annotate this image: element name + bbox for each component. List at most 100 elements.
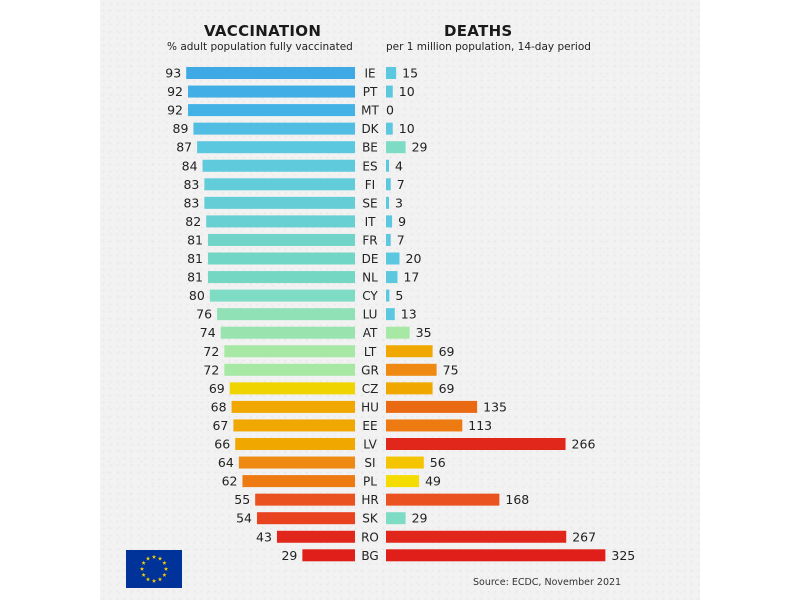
eu-star-icon (162, 560, 167, 565)
vaccination-bar-cz (229, 382, 355, 395)
eu-star-icon (151, 554, 157, 559)
vaccination-value-cy: 80 (189, 288, 205, 303)
deaths-value-de: 20 (406, 251, 422, 266)
vaccination-value-sk: 54 (236, 511, 252, 526)
vaccination-bar-pl (242, 475, 355, 488)
eu-star-icon (163, 566, 169, 571)
deaths-bar-lu (386, 308, 395, 321)
deaths-bar-es (386, 159, 389, 172)
eu-star-icon (162, 572, 167, 577)
deaths-value-pt: 10 (399, 84, 415, 99)
country-code-de: DE (362, 252, 379, 266)
country-code-bg: BG (361, 549, 378, 563)
deaths-bar-it (386, 215, 393, 228)
vaccination-bar-hr (255, 493, 355, 506)
deaths-bar-cz (386, 382, 433, 395)
deaths-value-dk: 10 (399, 121, 415, 136)
vaccination-bar-fi (204, 178, 355, 191)
deaths-title: DEATHS (444, 22, 513, 40)
vaccination-bar-nl (207, 271, 355, 284)
deaths-bar-fi (386, 178, 391, 191)
eu-star-icon (141, 560, 146, 565)
vaccination-value-at: 74 (200, 325, 216, 340)
country-code-cz: CZ (362, 382, 379, 396)
deaths-value-cy: 5 (395, 288, 403, 303)
deaths-bar-pt (386, 85, 393, 98)
vaccination-bar-ie (186, 67, 355, 79)
deaths-bar-si (386, 456, 424, 469)
deaths-value-ie: 15 (402, 66, 418, 81)
deaths-bar-dk (386, 122, 393, 135)
deaths-bar-ro (386, 530, 567, 543)
country-code-it: IT (365, 215, 377, 229)
vaccination-bar-es (202, 159, 355, 172)
deaths-value-ee: 113 (468, 418, 492, 433)
country-code-cy: CY (362, 289, 378, 303)
country-code-lt: LT (364, 345, 377, 359)
vaccination-bar-it (206, 215, 355, 228)
country-code-ee: EE (362, 419, 377, 433)
vaccination-bar-fr (207, 233, 355, 246)
deaths-bar-pl (386, 475, 420, 488)
country-code-fi: FI (365, 178, 375, 192)
vaccination-bar-be (197, 141, 355, 154)
deaths-value-hr: 168 (505, 492, 529, 507)
country-code-se: SE (362, 196, 377, 210)
country-code-nl: NL (362, 271, 378, 285)
deaths-value-es: 4 (395, 158, 403, 173)
vaccination-value-ee: 67 (212, 418, 228, 433)
deaths-bar-be (386, 141, 406, 154)
vaccination-subtitle: % adult population fully vaccinated (167, 41, 353, 53)
vaccination-value-bg: 29 (281, 548, 297, 563)
vaccination-bar-sk (256, 512, 355, 525)
vaccination-value-lu: 76 (196, 307, 212, 322)
vaccination-value-fr: 81 (187, 232, 203, 247)
country-code-ie: IE (364, 67, 375, 81)
deaths-value-hu: 135 (483, 399, 507, 414)
deaths-value-it: 9 (398, 214, 406, 229)
vaccination-value-se: 83 (183, 195, 199, 210)
vaccination-value-fi: 83 (183, 177, 199, 192)
vaccination-bar-at (220, 326, 355, 339)
eu-star-icon (141, 572, 146, 577)
vaccination-value-si: 64 (218, 455, 234, 470)
vaccination-value-be: 87 (176, 140, 192, 155)
vaccination-bar-gr (224, 363, 355, 376)
deaths-value-se: 3 (395, 195, 403, 210)
deaths-bar-fr (386, 233, 391, 246)
deaths-bar-cy (386, 289, 390, 302)
deaths-bar-sk (386, 512, 406, 525)
vaccination-bar-lv (235, 438, 355, 450)
country-code-ro: RO (361, 530, 379, 544)
eu-flag-stars (139, 554, 169, 583)
country-code-be: BE (362, 141, 378, 155)
deaths-bar-nl (386, 271, 398, 284)
vaccination-value-mt: 92 (167, 103, 183, 118)
country-code-fr: FR (362, 233, 377, 247)
deaths-value-sk: 29 (412, 511, 428, 526)
vaccination-title: VACCINATION (204, 22, 322, 40)
vaccination-value-pl: 62 (222, 474, 238, 489)
deaths-bar-hu (386, 400, 478, 413)
country-code-pt: PT (363, 85, 378, 99)
vaccination-value-pt: 92 (167, 84, 183, 99)
vaccination-bar-ee (233, 419, 355, 432)
vaccination-bar-dk (193, 122, 355, 135)
eu-star-icon (151, 578, 157, 583)
deaths-value-fr: 7 (397, 232, 405, 247)
deaths-bar-lv (386, 438, 566, 450)
vaccination-bar-de (207, 252, 355, 265)
vaccination-bar-bg (302, 549, 355, 562)
country-code-es: ES (362, 159, 377, 173)
deaths-value-pl: 49 (425, 474, 441, 489)
country-code-mt: MT (361, 104, 379, 118)
deaths-bar-gr (386, 363, 437, 376)
deaths-bar-ie (386, 67, 397, 79)
eu-star-icon (139, 566, 145, 571)
vaccination-bar-se (204, 196, 355, 209)
country-code-hr: HR (361, 493, 378, 507)
country-code-at: AT (363, 326, 378, 340)
deaths-subtitle: per 1 million population, 14-day period (386, 41, 591, 53)
vaccination-bar-mt (188, 104, 355, 117)
